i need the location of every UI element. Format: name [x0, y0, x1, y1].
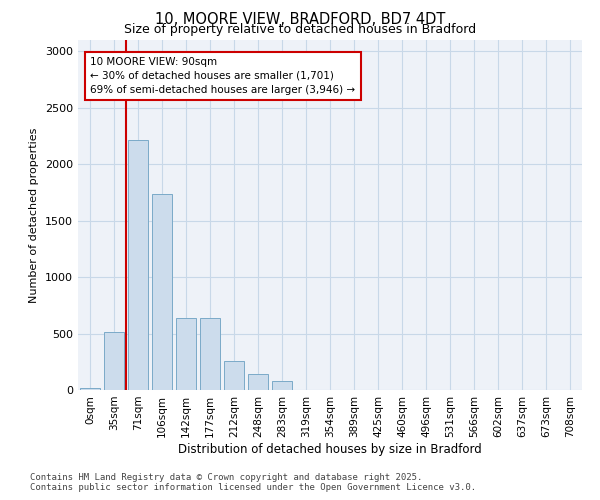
- X-axis label: Distribution of detached houses by size in Bradford: Distribution of detached houses by size …: [178, 442, 482, 456]
- Bar: [248, 374, 268, 390]
- Text: Contains HM Land Registry data © Crown copyright and database right 2025.
Contai: Contains HM Land Registry data © Crown c…: [30, 473, 476, 492]
- Bar: [272, 381, 292, 390]
- Y-axis label: Number of detached properties: Number of detached properties: [29, 128, 40, 302]
- Text: Size of property relative to detached houses in Bradford: Size of property relative to detached ho…: [124, 22, 476, 36]
- Text: 10, MOORE VIEW, BRADFORD, BD7 4DT: 10, MOORE VIEW, BRADFORD, BD7 4DT: [155, 12, 445, 28]
- Bar: [224, 360, 244, 390]
- Bar: [104, 332, 124, 390]
- Bar: [200, 318, 220, 390]
- Bar: [80, 388, 100, 390]
- Bar: [152, 194, 172, 390]
- Bar: [128, 140, 148, 390]
- Text: 10 MOORE VIEW: 90sqm
← 30% of detached houses are smaller (1,701)
69% of semi-de: 10 MOORE VIEW: 90sqm ← 30% of detached h…: [91, 57, 356, 95]
- Bar: [176, 318, 196, 390]
